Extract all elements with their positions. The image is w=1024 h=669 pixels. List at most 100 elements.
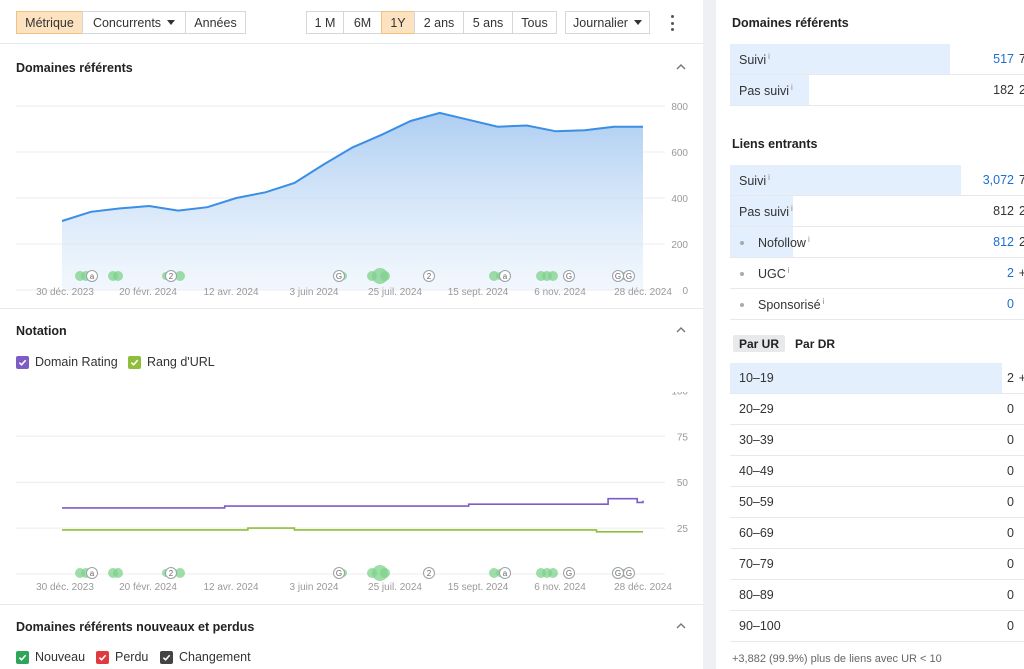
- annotation-label: G: [626, 272, 632, 281]
- event-marker[interactable]: [113, 568, 123, 578]
- summary-row[interactable]: Suivi i 517 7: [730, 44, 1024, 75]
- range-2y[interactable]: 2 ans: [414, 11, 464, 34]
- x-tick-label: 28 déc. 2024: [614, 287, 672, 298]
- info-icon[interactable]: i: [768, 52, 770, 61]
- range-5y[interactable]: 5 ans: [463, 11, 513, 34]
- event-marker[interactable]: [489, 271, 499, 281]
- legend-domain-rating[interactable]: Domain Rating: [16, 355, 118, 369]
- range-1m[interactable]: 1 M: [306, 11, 344, 34]
- tab-metric[interactable]: Métrique: [16, 11, 83, 34]
- info-icon[interactable]: i: [791, 83, 793, 92]
- row-value[interactable]: 812: [993, 235, 1014, 249]
- rank-tabs: Par UR Par DR: [733, 335, 841, 352]
- row-label: Pas suivi i: [739, 204, 793, 219]
- legend-url-rating[interactable]: Rang d'URL: [128, 355, 215, 369]
- row-label-text: Sponsorisé: [758, 298, 821, 313]
- summary-row[interactable]: 60–69 0: [730, 518, 1024, 549]
- annotation-marker[interactable]: [563, 270, 575, 282]
- event-marker[interactable]: [380, 271, 390, 281]
- legend-label: Perdu: [115, 650, 149, 664]
- x-tick-label: 6 nov. 2024: [534, 287, 586, 298]
- info-icon[interactable]: i: [822, 297, 825, 306]
- row-value[interactable]: 2: [1007, 266, 1014, 280]
- legend-new[interactable]: Nouveau: [16, 650, 85, 664]
- range-all[interactable]: Tous: [512, 11, 557, 34]
- summary-row[interactable]: UGC i 2 +: [730, 258, 1024, 289]
- right-panel: Domaines référents Suivi i 517 7 Pas suivi i 1…: [716, 0, 1024, 669]
- annotation-marker[interactable]: [86, 270, 98, 282]
- summary-row[interactable]: 10–19 2 +: [730, 363, 1024, 394]
- row-label: 90–100: [739, 619, 781, 633]
- summary-row[interactable]: 70–79 0: [730, 549, 1024, 580]
- legend-label: Rang d'URL: [147, 355, 215, 369]
- event-marker[interactable]: [175, 271, 185, 281]
- annotation-marker[interactable]: [333, 567, 345, 579]
- row-value[interactable]: 517: [993, 52, 1014, 66]
- competitors-dropdown[interactable]: Concurrents: [82, 11, 186, 34]
- row-label-text: 90–100: [739, 619, 781, 633]
- divider: [0, 604, 703, 605]
- rating-chart: 100 75 50 25 30 déc. 2023 20 févr. 2024 12 avr…: [16, 392, 688, 593]
- annotation-marker[interactable]: [499, 567, 511, 579]
- annotation-marker[interactable]: [86, 567, 98, 579]
- summary-row[interactable]: Nofollow i 812 2: [730, 227, 1024, 258]
- annotation-marker[interactable]: [165, 270, 177, 282]
- annotation-marker[interactable]: [423, 270, 435, 282]
- summary-row[interactable]: Sponsorisé i 0: [730, 289, 1024, 320]
- info-icon[interactable]: i: [791, 204, 793, 213]
- checkbox-icon: [128, 355, 141, 369]
- granularity-dropdown[interactable]: Journalier: [565, 11, 650, 34]
- annotation-marker[interactable]: [563, 567, 575, 579]
- event-marker[interactable]: [380, 568, 390, 578]
- summary-row[interactable]: 40–49 0: [730, 456, 1024, 487]
- annotation-marker[interactable]: [623, 567, 635, 579]
- row-value[interactable]: 0: [1007, 297, 1014, 311]
- summary-row[interactable]: 30–39 0: [730, 425, 1024, 456]
- summary-row[interactable]: Pas suivi i 182 2: [730, 75, 1024, 106]
- summary-row[interactable]: 20–29 0: [730, 394, 1024, 425]
- annotation-marker[interactable]: [333, 270, 345, 282]
- row-value: 0: [1007, 588, 1014, 602]
- annotation-marker[interactable]: [499, 270, 511, 282]
- legend-change[interactable]: Changement: [160, 650, 251, 664]
- summary-row[interactable]: 80–89 0: [730, 580, 1024, 611]
- event-marker[interactable]: [548, 568, 558, 578]
- info-icon[interactable]: i: [768, 173, 770, 182]
- divider: [0, 308, 703, 309]
- row-label: 30–39: [739, 433, 774, 447]
- event-marker[interactable]: [489, 568, 499, 578]
- x-tick-label: 30 déc. 2023: [36, 287, 94, 298]
- row-value: 0: [1007, 495, 1014, 509]
- annotation-marker[interactable]: [623, 270, 635, 282]
- referring-domains-chart: 800 600 400 200 0 30 déc. 2023 20 févr. 2024 12…: [16, 102, 688, 298]
- range-1y[interactable]: 1Y: [381, 11, 415, 34]
- event-marker[interactable]: [113, 271, 123, 281]
- share-bar: [730, 363, 1002, 393]
- info-icon[interactable]: i: [787, 266, 790, 275]
- summary-row[interactable]: Suivi i 3,072 7: [730, 165, 1024, 196]
- annotation-marker[interactable]: [423, 567, 435, 579]
- x-tick-label: 15 sept. 2024: [448, 287, 509, 298]
- collapse-icon[interactable]: [676, 621, 686, 631]
- row-label-text: Pas suivi: [739, 205, 790, 220]
- tab-years[interactable]: Années: [185, 11, 246, 34]
- granularity-label: Journalier: [573, 15, 628, 30]
- event-marker[interactable]: [175, 568, 185, 578]
- range-6m[interactable]: 6M: [343, 11, 382, 34]
- tab-by-ur[interactable]: Par UR: [733, 335, 786, 352]
- annotation-marker[interactable]: [165, 567, 177, 579]
- more-options-icon[interactable]: [664, 13, 680, 33]
- legend-lost[interactable]: Perdu: [96, 650, 148, 664]
- info-icon[interactable]: i: [807, 235, 810, 244]
- summary-row[interactable]: Pas suivi i 812 2: [730, 196, 1024, 227]
- summary-row[interactable]: 50–59 0: [730, 487, 1024, 518]
- collapse-icon[interactable]: [676, 325, 686, 335]
- row-value: 0: [1007, 619, 1014, 633]
- summary-row[interactable]: 90–100 0: [730, 611, 1024, 642]
- event-marker[interactable]: [548, 271, 558, 281]
- row-value[interactable]: 3,072: [982, 173, 1014, 187]
- toolbar: Métrique Concurrents Années 1 M 6M 1Y 2 …: [0, 0, 703, 44]
- collapse-icon[interactable]: [676, 62, 686, 72]
- row-label: Sponsorisé i: [758, 297, 824, 312]
- tab-by-dr[interactable]: Par DR: [795, 336, 836, 351]
